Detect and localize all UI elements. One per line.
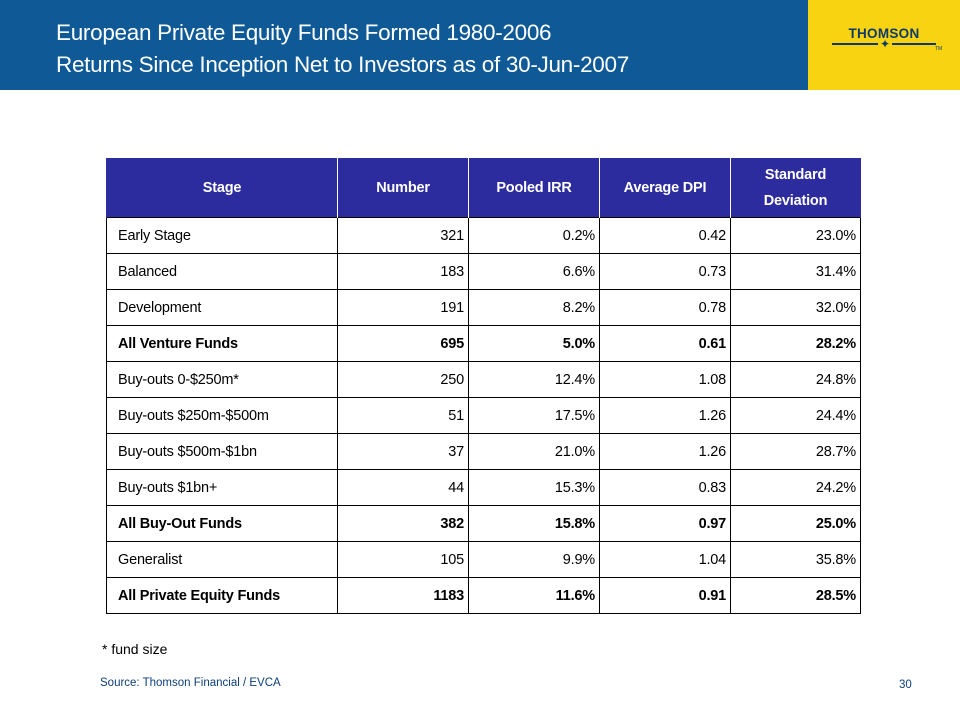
cell-average-dpi: 0.73 — [599, 253, 731, 290]
cell-pooled-irr: 12.4% — [468, 361, 600, 398]
slide-title: European Private Equity Funds Formed 198… — [56, 20, 552, 45]
cell-pooled-irr: 9.9% — [468, 541, 600, 578]
cell-number: 105 — [337, 541, 469, 578]
cell-pooled-irr: 15.8% — [468, 505, 600, 542]
cell-number: 321 — [337, 217, 469, 254]
cell-stage: Balanced — [106, 253, 338, 290]
logo-wordmark: THOMSON — [848, 26, 920, 41]
cell-stage: Buy-outs 0-$250m* — [106, 361, 338, 398]
table-row: Development 191 8.2% 0.78 32.0% — [106, 289, 861, 326]
cell-standard-deviation: 23.0% — [730, 217, 861, 254]
returns-table: Stage Number Pooled IRR Average DPI Stan… — [106, 158, 861, 614]
table-row: All Buy-Out Funds 382 15.8% 0.97 25.0% — [106, 505, 861, 542]
cell-average-dpi: 1.26 — [599, 433, 731, 470]
cell-stage: Buy-outs $500m-$1bn — [106, 433, 338, 470]
cell-number: 183 — [337, 253, 469, 290]
cell-average-dpi: 1.26 — [599, 397, 731, 434]
cell-standard-deviation: 32.0% — [730, 289, 861, 326]
cell-pooled-irr: 8.2% — [468, 289, 600, 326]
cell-number: 695 — [337, 325, 469, 362]
cell-stage: All Private Equity Funds — [106, 577, 338, 614]
cell-average-dpi: 0.83 — [599, 469, 731, 506]
logo-trademark: TM — [935, 46, 943, 52]
cell-standard-deviation: 24.2% — [730, 469, 861, 506]
col-header-stage: Stage — [106, 158, 338, 218]
page-number: 30 — [899, 679, 912, 691]
cell-stage: Development — [106, 289, 338, 326]
cell-standard-deviation: 24.8% — [730, 361, 861, 398]
cell-average-dpi: 0.42 — [599, 217, 731, 254]
source-note: Source: Thomson Financial / EVCA — [100, 677, 281, 689]
cell-stage: All Buy-Out Funds — [106, 505, 338, 542]
cell-number: 1183 — [337, 577, 469, 614]
table-row: Balanced 183 6.6% 0.73 31.4% — [106, 253, 861, 290]
table-row: Generalist 105 9.9% 1.04 35.8% — [106, 541, 861, 578]
table-row: Buy-outs $250m-$500m 51 17.5% 1.26 24.4% — [106, 397, 861, 434]
cell-standard-deviation: 25.0% — [730, 505, 861, 542]
table-row: All Private Equity Funds 1183 11.6% 0.91 28.… — [106, 577, 861, 614]
table-row: Buy-outs 0-$250m* 250 12.4% 1.08 24.8% — [106, 361, 861, 398]
cell-standard-deviation: 31.4% — [730, 253, 861, 290]
col-header-pooled-irr: Pooled IRR — [468, 158, 600, 218]
logo-star-icon: ✦ — [878, 37, 893, 51]
cell-average-dpi: 0.97 — [599, 505, 731, 542]
cell-number: 51 — [337, 397, 469, 434]
cell-stage: Generalist — [106, 541, 338, 578]
col-header-standard-deviation: Standard Deviation — [730, 158, 861, 218]
table-row: Buy-outs $1bn+ 44 15.3% 0.83 24.2% — [106, 469, 861, 506]
col-header-average-dpi: Average DPI — [599, 158, 731, 218]
col-header-number: Number — [337, 158, 469, 218]
cell-pooled-irr: 17.5% — [468, 397, 600, 434]
cell-pooled-irr: 15.3% — [468, 469, 600, 506]
cell-stage: Early Stage — [106, 217, 338, 254]
cell-pooled-irr: 6.6% — [468, 253, 600, 290]
cell-number: 382 — [337, 505, 469, 542]
cell-number: 250 — [337, 361, 469, 398]
cell-number: 191 — [337, 289, 469, 326]
cell-average-dpi: 0.91 — [599, 577, 731, 614]
cell-average-dpi: 1.04 — [599, 541, 731, 578]
cell-average-dpi: 0.61 — [599, 325, 731, 362]
cell-standard-deviation: 28.2% — [730, 325, 861, 362]
cell-average-dpi: 1.08 — [599, 361, 731, 398]
slide-subtitle: Returns Since Inception Net to Investors… — [56, 52, 629, 77]
table-row: All Venture Funds 695 5.0% 0.61 28.2% — [106, 325, 861, 362]
cell-pooled-irr: 21.0% — [468, 433, 600, 470]
footnote: * fund size — [102, 641, 168, 657]
table-row: Early Stage 321 0.2% 0.42 23.0% — [106, 217, 861, 254]
cell-stage: Buy-outs $250m-$500m — [106, 397, 338, 434]
cell-pooled-irr: 11.6% — [468, 577, 600, 614]
cell-stage: All Venture Funds — [106, 325, 338, 362]
cell-stage: Buy-outs $1bn+ — [106, 469, 338, 506]
table-header-row: Stage Number Pooled IRR Average DPI Stan… — [106, 158, 861, 218]
cell-average-dpi: 0.78 — [599, 289, 731, 326]
title-banner — [0, 0, 808, 90]
cell-pooled-irr: 0.2% — [468, 217, 600, 254]
cell-standard-deviation: 24.4% — [730, 397, 861, 434]
cell-standard-deviation: 28.5% — [730, 577, 861, 614]
cell-number: 37 — [337, 433, 469, 470]
table-row: Buy-outs $500m-$1bn 37 21.0% 1.26 28.7% — [106, 433, 861, 470]
cell-pooled-irr: 5.0% — [468, 325, 600, 362]
cell-number: 44 — [337, 469, 469, 506]
cell-standard-deviation: 28.7% — [730, 433, 861, 470]
cell-standard-deviation: 35.8% — [730, 541, 861, 578]
